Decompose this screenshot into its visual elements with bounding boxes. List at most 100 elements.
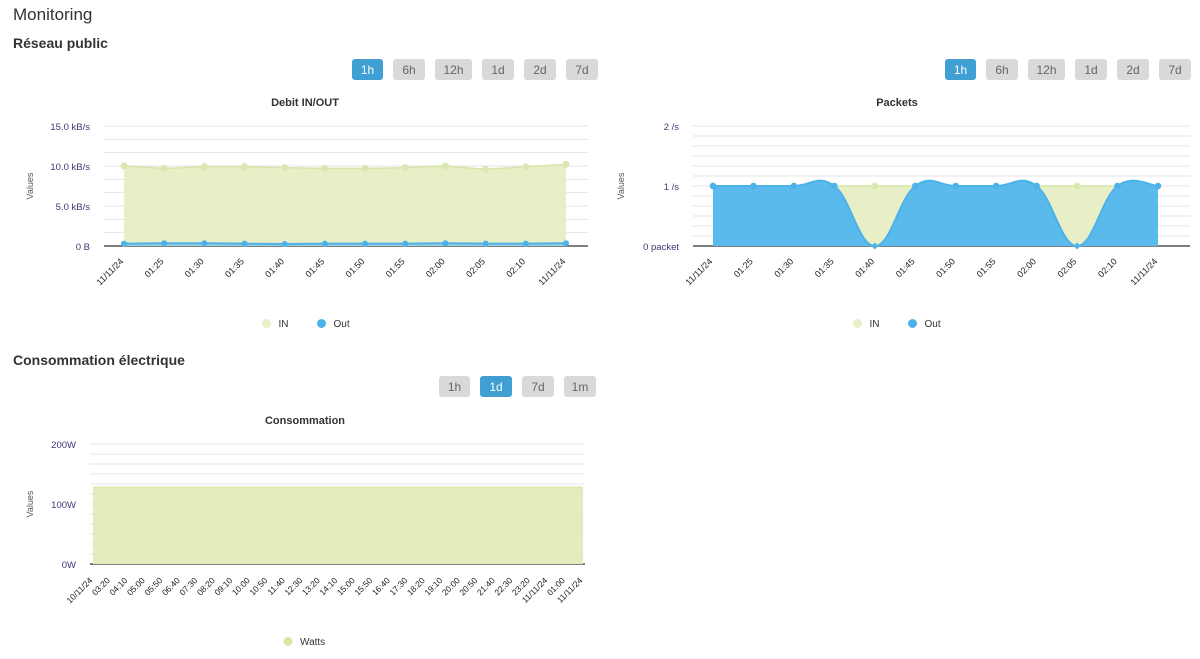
x-tick-label: 11/11/24	[537, 256, 568, 287]
data-point[interactable]	[281, 164, 289, 172]
range-selector-packets: 1h 6h 12h 1d 2d 7d	[945, 59, 1191, 80]
packets-range-7d-button[interactable]: 7d	[1159, 59, 1191, 80]
data-point[interactable]	[1033, 182, 1040, 190]
x-tick-label: 15:50	[352, 575, 374, 597]
debit-range-6h-button[interactable]: 6h	[393, 59, 425, 80]
data-point[interactable]	[992, 182, 1000, 190]
debit-range-2d-button[interactable]: 2d	[524, 59, 556, 80]
y-tick-label: 200W	[51, 440, 76, 451]
x-tick-label: 05:00	[125, 575, 147, 597]
legend-label: IN	[279, 319, 289, 330]
x-tick-label: 01:40	[263, 256, 286, 279]
chart-consommation: Consommation0W100W200WValues10/11/2403:2…	[25, 415, 585, 648]
x-tick-label: 11:40	[265, 575, 287, 597]
packets-range-2d-button[interactable]: 2d	[1117, 59, 1149, 80]
range-selector-power: 1h 1d 7d 1m	[439, 376, 596, 397]
chart-packets: Packets 0 packet 1 /s 2 /s Values 11/11/24 01:…	[616, 97, 1190, 330]
power-range-7d-button[interactable]: 7d	[522, 376, 554, 397]
data-point[interactable]	[562, 160, 570, 168]
x-tick-label: 07:30	[177, 575, 199, 597]
data-point[interactable]	[161, 240, 168, 247]
y-tick-label: 10.0 kB/s	[50, 162, 90, 173]
x-tick-label: 21:40	[475, 575, 497, 597]
power-range-1h-button[interactable]: 1h	[439, 376, 470, 397]
x-tick-label: 02:00	[1015, 256, 1038, 279]
debit-range-7d-button[interactable]: 7d	[566, 59, 598, 80]
data-point[interactable]	[563, 240, 569, 247]
packets-range-1d-button[interactable]: 1d	[1075, 59, 1107, 80]
data-point[interactable]	[241, 163, 249, 171]
legend-item-out[interactable]: Out	[908, 319, 941, 330]
legend-item-in[interactable]: IN	[262, 319, 289, 330]
data-point[interactable]	[709, 182, 717, 190]
data-point[interactable]	[482, 165, 490, 173]
x-tick-label: 11/11/24	[684, 256, 715, 287]
debit-range-1h-button[interactable]: 1h	[352, 59, 383, 80]
series-line-out	[123, 242, 567, 246]
chart-debit: Debit IN/OUT 0 B 5.0 kB/s 10.0 kB/s 15.0 kB/…	[25, 97, 588, 330]
data-point[interactable]	[281, 241, 288, 247]
x-tick-label: 01:55	[384, 256, 407, 279]
data-point[interactable]	[442, 240, 449, 247]
x-tick-label: 01:45	[894, 256, 917, 279]
data-point[interactable]	[1114, 182, 1121, 190]
data-point[interactable]	[402, 240, 409, 247]
y-axis-title: Values	[25, 490, 35, 517]
data-point[interactable]	[361, 164, 369, 172]
series-area-in	[124, 164, 566, 246]
data-point[interactable]	[952, 182, 959, 190]
data-point[interactable]	[241, 240, 248, 247]
data-point[interactable]	[790, 182, 798, 190]
data-point[interactable]	[871, 242, 879, 250]
x-tick-label: 11/11/24	[1129, 256, 1160, 287]
data-point[interactable]	[871, 182, 879, 190]
x-tick-label: 06:40	[160, 575, 182, 597]
legend-item-out[interactable]: Out	[317, 319, 350, 330]
y-tick-label: 15.0 kB/s	[50, 122, 90, 133]
power-range-1d-button[interactable]: 1d	[480, 376, 512, 397]
data-point[interactable]	[482, 240, 489, 247]
x-tick-label: 14:10	[317, 575, 339, 597]
data-point[interactable]	[362, 240, 369, 247]
packets-range-1h-button[interactable]: 1h	[945, 59, 976, 80]
data-point[interactable]	[1073, 242, 1081, 250]
chart-title: Debit IN/OUT	[271, 97, 339, 109]
legend-item-in[interactable]: IN	[853, 319, 880, 330]
debit-range-12h-button[interactable]: 12h	[435, 59, 472, 80]
data-point[interactable]	[831, 182, 838, 190]
legend-label: Out	[925, 319, 941, 330]
data-point[interactable]	[522, 240, 529, 247]
data-point[interactable]	[1154, 182, 1162, 190]
x-tick-label: 01:30	[183, 256, 206, 279]
data-point[interactable]	[912, 182, 919, 190]
data-point[interactable]	[120, 162, 128, 170]
data-point[interactable]	[1073, 182, 1081, 190]
data-point[interactable]	[321, 240, 328, 247]
x-tick-label: 05:50	[142, 575, 164, 597]
data-point[interactable]	[441, 162, 449, 170]
data-point[interactable]	[750, 182, 757, 190]
data-point[interactable]	[121, 240, 127, 247]
debit-range-1d-button[interactable]: 1d	[482, 59, 514, 80]
legend-item-watts[interactable]: Watts	[283, 637, 326, 648]
page-title: Monitoring	[13, 5, 93, 24]
x-tick-label: 22:30	[492, 575, 514, 597]
power-range-1m-button[interactable]: 1m	[564, 376, 596, 397]
x-tick-label: 08:20	[195, 575, 217, 597]
packets-range-12h-button[interactable]: 12h	[1028, 59, 1065, 80]
data-point[interactable]	[160, 164, 168, 172]
legend-marker	[283, 637, 293, 646]
data-point[interactable]	[200, 163, 208, 171]
data-point[interactable]	[401, 164, 409, 172]
data-point[interactable]	[321, 164, 329, 172]
packets-range-6h-button[interactable]: 6h	[986, 59, 1018, 80]
x-tick-label: 01:30	[772, 256, 795, 279]
data-point[interactable]	[522, 163, 530, 171]
x-tick-label: 20:00	[440, 575, 462, 597]
x-tick-label: 02:05	[1056, 256, 1079, 279]
y-tick-label: 0W	[62, 560, 76, 571]
x-tick-label: 02:10	[1096, 256, 1119, 279]
data-point[interactable]	[201, 240, 208, 247]
legend-label: Watts	[300, 637, 325, 648]
series-area-watts	[93, 487, 583, 564]
